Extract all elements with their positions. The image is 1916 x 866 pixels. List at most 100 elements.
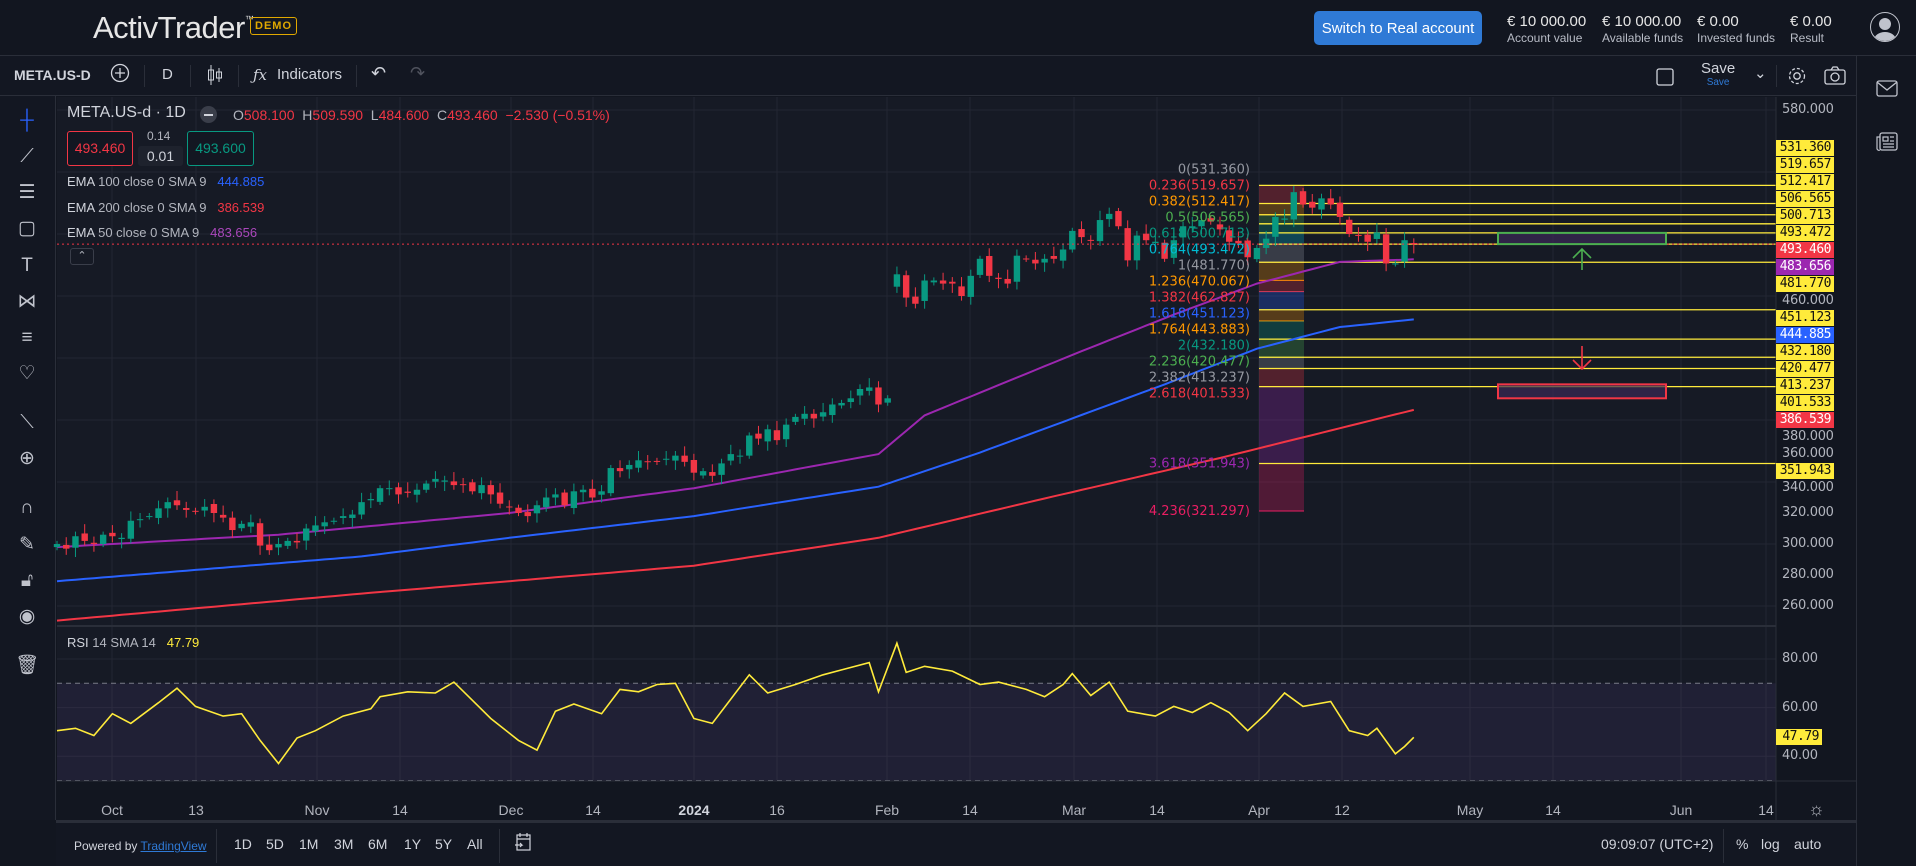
percent-scale-toggle[interactable]: % [1736, 836, 1749, 852]
rsi-axis-tick: 60.00 [1782, 699, 1818, 715]
candle-body [146, 516, 153, 518]
switch-to-real-account-button[interactable]: Switch to Real account [1314, 11, 1482, 45]
chart-settings-sun-icon[interactable]: ☼ [1808, 799, 1825, 819]
fib-band-segment [1259, 291, 1304, 310]
news-icon[interactable] [1876, 132, 1898, 157]
magnet-icon[interactable]: ∩ [20, 497, 34, 518]
candle-body [496, 492, 504, 504]
target-zones[interactable] [1497, 231, 1667, 400]
ema-100-legend[interactable]: EMA 100 close 0 SMA 9 444.885 [67, 174, 265, 189]
redo-icon[interactable]: ↷ [410, 63, 426, 83]
fib-band-segment [1259, 223, 1304, 233]
lock-icon[interactable]: 🔓︎ [20, 570, 34, 591]
candle-body [995, 277, 1002, 279]
trash-delete-icon[interactable]: 🗑︎ [14, 655, 40, 676]
time-axis-label: Mar [1061, 802, 1087, 818]
range-3m[interactable]: 3M [334, 836, 354, 852]
buy-price-button[interactable]: 493.600 [187, 131, 254, 166]
price-tag: 519.657 [1776, 156, 1834, 173]
candle-body [63, 544, 70, 549]
result-stat: € 0.00 Result [1790, 13, 1832, 45]
price-tag: 506.565 [1776, 190, 1834, 207]
candle-body [949, 281, 956, 284]
clock-time[interactable]: 09:09:07 (UTC+2) [1601, 836, 1714, 852]
layout-checkbox-icon[interactable] [1656, 68, 1674, 90]
fib-retracement-icon[interactable]: ≡ [21, 327, 33, 348]
settings-gear-icon[interactable] [1786, 65, 1808, 91]
ema-50-legend[interactable]: EMA 50 close 0 SMA 9 483.656 [67, 225, 258, 240]
candle-body [99, 534, 107, 544]
rsi-legend[interactable]: RSI 14 SMA 14 47.79 [67, 635, 200, 650]
candle-body [321, 522, 328, 527]
candle-body [201, 506, 208, 511]
undo-icon[interactable]: ↶ [371, 63, 387, 83]
range-1d[interactable]: 1D [234, 836, 252, 852]
drawing-mode-pencil-icon[interactable]: ✎ [19, 534, 35, 555]
zoom-in-icon[interactable]: ⊕ [19, 448, 35, 469]
mail-icon[interactable] [1876, 80, 1898, 103]
ema-200-legend[interactable]: EMA 200 close 0 SMA 9 386.539 [67, 200, 265, 215]
compare-add-icon[interactable] [110, 63, 130, 87]
collapse-legend-chevron-up-icon[interactable]: ⌃ [70, 248, 94, 265]
eye-visibility-icon[interactable]: ◉ [18, 606, 36, 627]
horizontal-lines-icon[interactable]: ☰ [18, 182, 36, 203]
candle-body [1059, 249, 1067, 261]
heart-favorites-icon[interactable]: ♡ [18, 363, 36, 384]
candle-body [238, 523, 245, 529]
candle-body [875, 387, 882, 405]
fib-band-segment [1259, 357, 1304, 369]
symbol-search[interactable]: META.US-D [14, 67, 91, 83]
rectangle-icon[interactable]: ▢ [18, 218, 36, 239]
candle-body [312, 525, 319, 532]
range-5y[interactable]: 5Y [435, 836, 453, 852]
price-axis-tick: 580.000 [1782, 102, 1834, 117]
fib-label-0.5: 0.5(506.565) [1165, 210, 1250, 225]
crosshair-icon[interactable]: ┼ [20, 110, 34, 131]
range-5d[interactable]: 5D [266, 836, 284, 852]
time-axis-label: May [1456, 802, 1484, 818]
range-all[interactable]: All [467, 836, 483, 852]
candle-body [635, 460, 642, 468]
candle-body [976, 258, 984, 275]
fib-band-segment [1259, 203, 1304, 215]
range-1m[interactable]: 1M [299, 836, 319, 852]
candle-body [773, 430, 781, 441]
candle-body [524, 512, 531, 517]
trend-line-icon[interactable]: ⟋ [20, 146, 34, 167]
indicators-button[interactable]: Indicators [277, 66, 343, 83]
range-6m[interactable]: 6M [368, 836, 388, 852]
tradingview-link[interactable]: TradingView [140, 839, 207, 853]
ruler-measure-icon[interactable]: ⟍ [20, 412, 34, 433]
go-to-date-icon[interactable] [514, 832, 532, 855]
candle-body [616, 468, 624, 472]
bottom-bar: Powered by TradingView 1D 5D 1M 3M 6M 1Y… [56, 820, 1856, 866]
fib-extension-band[interactable] [1259, 185, 1304, 512]
fib-label-0: 0(531.360) [1178, 162, 1250, 177]
pattern-icon[interactable]: ⋈ [17, 291, 37, 312]
time-axis-label: 14 [1758, 802, 1774, 818]
candle-body [718, 463, 725, 475]
candle-body [192, 510, 199, 512]
auto-scale-toggle[interactable]: auto [1794, 836, 1822, 852]
candle-body [1216, 224, 1224, 230]
user-avatar-icon[interactable] [1870, 12, 1900, 42]
fib-level-lines[interactable] [1259, 184, 1776, 465]
sell-price-button[interactable]: 493.460 [67, 131, 133, 166]
invested-funds-stat: € 0.00 Invested funds [1697, 13, 1776, 45]
interval-button[interactable]: D [162, 66, 173, 83]
candle-body [819, 412, 827, 417]
log-scale-toggle[interactable]: log [1761, 836, 1780, 852]
range-1y[interactable]: 1Y [404, 836, 422, 852]
candle-body [1170, 240, 1178, 258]
screenshot-camera-icon[interactable] [1824, 66, 1846, 90]
collapse-minus-icon[interactable] [200, 106, 217, 123]
save-chevron-down-icon[interactable]: ⌄ [1754, 65, 1767, 82]
target-zone[interactable] [1497, 383, 1667, 400]
candles-chart-type-icon[interactable] [206, 64, 224, 90]
text-tool-icon[interactable]: T [21, 255, 33, 276]
candle-body [782, 424, 790, 440]
save-button[interactable]: Save Save [1701, 60, 1736, 88]
target-zone[interactable] [1497, 231, 1667, 246]
candle-body [459, 484, 467, 486]
